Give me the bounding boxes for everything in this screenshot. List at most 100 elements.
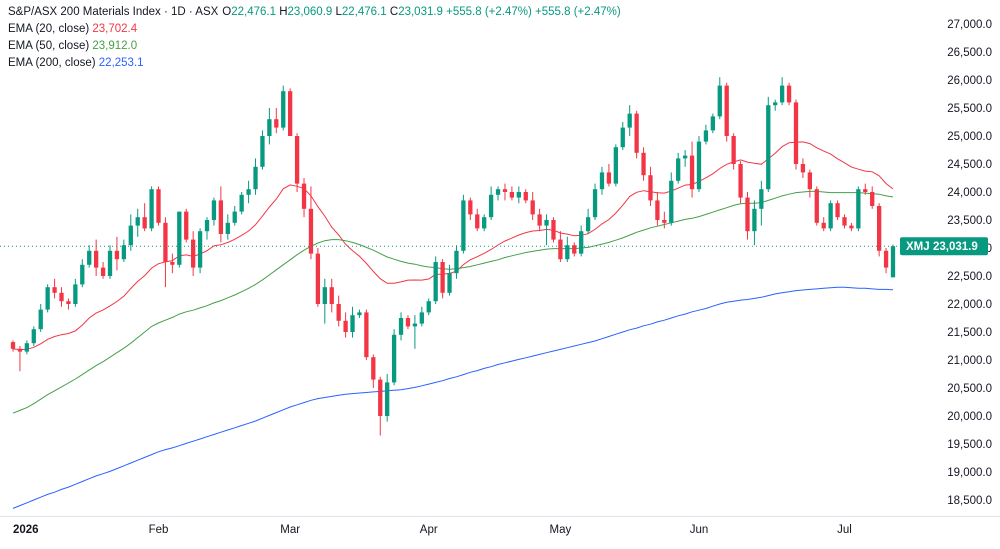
candle-body [807,172,812,190]
candle [565,236,570,262]
candle-body [620,127,625,148]
candle-body [419,312,424,324]
candle [364,309,369,360]
candle-body [107,250,113,276]
candle-body [391,334,397,383]
candle [717,77,722,120]
candle [592,183,598,220]
candle [232,206,237,226]
high-label: H [279,6,288,18]
candle [440,259,445,299]
candle [419,306,424,327]
candle [52,278,57,299]
candle-body [585,217,591,232]
candle-body [218,200,224,234]
candle [24,340,30,355]
candle [516,186,521,204]
open-value: 22,476.1 [231,6,277,18]
indicator-ema20[interactable]: EMA (20, close) 23,702.4 [8,21,621,38]
open-label: O [222,6,232,18]
candle [343,312,348,338]
close-value: 23,031.9 [398,6,443,18]
candle [156,186,161,226]
candle [218,186,224,243]
price-axis[interactable]: 18,500.0 19,000.0 19,500.0 20,000.0 20,500.0… [0,19,1000,517]
candle-body [385,382,390,416]
candle [530,192,535,220]
candle-body [281,91,286,128]
candle-body [793,102,799,164]
candle [606,164,612,187]
candle-body [454,250,459,274]
candle [800,158,806,178]
candle-body [426,301,431,313]
candle-body [447,273,452,293]
candle-body [849,225,854,229]
candle [10,340,16,352]
candle-body [669,180,674,223]
candle-body [114,250,120,260]
x-tick-label: Feb [149,524,169,536]
candle [842,214,847,229]
y-tick-label: 27,000.0 [947,19,992,31]
candle [468,197,473,220]
candle-body [752,208,757,232]
candle [620,122,625,150]
candle-body [405,318,411,327]
candle-body [696,141,702,190]
y-tick-label: 20,000.0 [947,411,992,423]
candle-body [177,211,182,265]
candle [786,82,792,106]
time-axis[interactable]: 2026 Feb Mar Apr May Jun Jul [13,524,852,536]
candle-body [482,217,487,229]
candle [80,259,85,288]
indicator-value: 22,253.1 [98,57,144,69]
candle-body [142,217,147,229]
candle [149,186,154,232]
symbol-row[interactable]: S&P/ASX 200 Materials Index · 1D · ASX O2… [8,4,621,21]
candle-body [246,189,251,195]
candle-body [128,225,133,246]
candle-body [59,292,64,302]
candle-body [717,85,722,117]
candle-body [94,250,99,268]
candle [114,236,120,271]
candle-body [274,119,279,128]
candle [870,186,875,209]
candle [426,298,431,316]
candle [475,208,480,232]
candle [876,203,882,257]
candle [336,295,341,327]
candle-body [336,304,341,321]
candle-body [724,85,729,136]
indicator-ema50[interactable]: EMA (50, close) 23,912.0 [8,38,621,55]
candle [585,208,591,234]
candle-body [863,189,868,192]
candle-body [232,211,237,223]
candle [689,141,695,198]
candle-body [731,136,736,164]
candle [523,189,528,204]
candle-body [288,91,293,136]
candle [385,374,390,422]
y-tick-label: 24,000.0 [947,187,992,199]
indicator-ema200[interactable]: EMA (200, close) 22,253.1 [8,55,621,72]
candle [731,133,736,170]
y-tick-label: 18,500.0 [947,495,992,507]
candle [38,304,43,332]
candle-body [876,206,882,251]
candle-body [184,211,189,240]
candle-body [475,214,480,229]
candle-body [599,172,605,190]
candle [724,82,729,142]
candle-body [523,192,528,201]
candle-body [52,287,57,293]
candlesticks [10,77,896,436]
x-tick-label: May [550,524,572,536]
candle-body [682,155,688,159]
candle [662,211,667,229]
symbol-title[interactable]: S&P/ASX 200 Materials Index · 1D · ASX [8,6,219,18]
candle-body [163,222,168,262]
candle [288,88,293,136]
